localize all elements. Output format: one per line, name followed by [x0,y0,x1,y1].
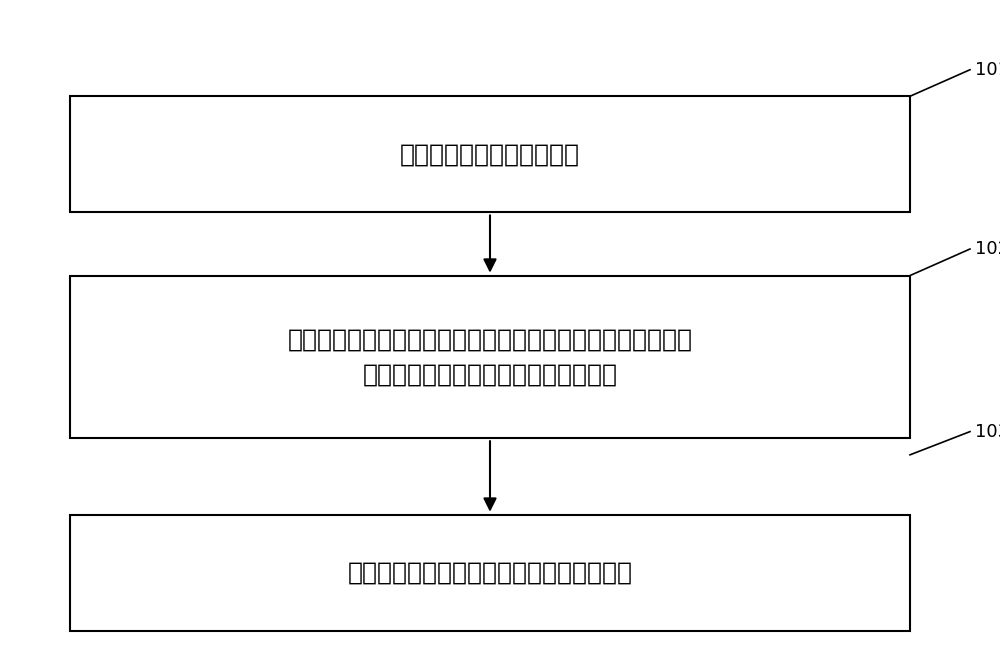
Text: 103: 103 [975,422,1000,441]
Bar [70,276,910,438]
Text: 102: 102 [975,240,1000,258]
Text: 获取换电站设备的运行信息: 获取换电站设备的运行信息 [400,142,580,167]
Text: 101: 101 [975,60,1000,79]
Bar [70,96,910,212]
Bar [70,515,910,631]
Text: 根据运行信息及预设的每一类型的故障与第一机器码的各码位
的对应关系确定第一机器码各码位的值: 根据运行信息及预设的每一类型的故障与第一机器码的各码位 的对应关系确定第一机器码… [288,327,692,386]
Text: 根据第一机器码生成换电站设备的故障信息: 根据第一机器码生成换电站设备的故障信息 [348,560,633,585]
